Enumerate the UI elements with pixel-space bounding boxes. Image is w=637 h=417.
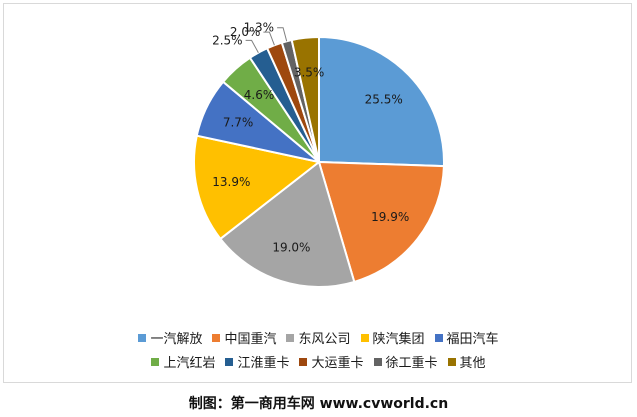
slice-label-0: 25.5% — [365, 92, 403, 106]
legend-row-2: 上汽红岩 江淮重卡 大运重卡 徐工重卡 其他 — [0, 352, 637, 371]
pie-slice-0 — [318, 35, 445, 168]
legend-item-1: 中国重汽 — [212, 328, 276, 347]
legend-label-4: 福田汽车 — [446, 332, 499, 347]
slice-labels: 25.5% 19.9% 19.0% 13.9% 7.7% 4.6% 2.5%2.0%1.3%… — [212, 21, 409, 255]
legend-label-0: 一汽解放 — [150, 332, 203, 347]
source-credit: 制图：第一商用车网 www.cvworld.cn — [188, 396, 449, 412]
legend-swatch-4 — [434, 333, 443, 342]
slice-label-3: 13.9% — [212, 175, 250, 189]
legend-label-8: 徐工重卡 — [385, 356, 438, 371]
legend-label-9: 其他 — [459, 356, 486, 371]
legend-item-9: 其他 — [447, 352, 486, 371]
slice-label-5: 4.6% — [244, 88, 275, 102]
legend-label-1: 中国重汽 — [224, 332, 277, 347]
legend-swatch-9 — [447, 357, 456, 366]
legend-item-4: 福田汽车 — [434, 328, 499, 347]
legend-item-7: 大运重卡 — [299, 352, 364, 371]
leader-lines — [245, 27, 288, 53]
leader-line-7 — [263, 31, 275, 46]
slice-label-7: 2.0% — [230, 25, 261, 39]
pie-slices — [193, 35, 445, 289]
slice-label-1: 19.9% — [371, 210, 409, 224]
leader-line-6 — [245, 39, 259, 53]
legend-swatch-3 — [360, 333, 369, 342]
legend-label-7: 大运重卡 — [311, 356, 364, 371]
legend-label-2: 东风公司 — [298, 332, 351, 347]
legend-swatch-2 — [286, 333, 295, 342]
legend-item-5: 上汽红岩 — [151, 352, 215, 371]
leader-line-8 — [277, 27, 288, 42]
legend-row-1: 一汽解放 中国重汽 东风公司 陕汽集团 福田汽车 — [0, 328, 637, 347]
slice-label-6: 2.5% — [212, 33, 243, 47]
pie-slice-9 — [290, 35, 320, 163]
pie-slice-1 — [317, 160, 445, 284]
legend-item-0: 一汽解放 — [138, 328, 202, 347]
legend-label-3: 陕汽集团 — [372, 332, 425, 347]
legend-swatch-8 — [373, 357, 382, 366]
legend-label-6: 江淮重卡 — [237, 356, 290, 371]
slice-label-4: 7.7% — [223, 116, 254, 130]
slice-label-9: 3.5% — [294, 66, 325, 80]
legend-swatch-6 — [225, 357, 234, 366]
legend-swatch-7 — [299, 357, 308, 366]
pie-slice-2 — [218, 160, 356, 289]
legend-swatch-0 — [138, 333, 147, 342]
legend-item-2: 东风公司 — [286, 328, 351, 347]
legend-swatch-1 — [212, 333, 221, 342]
legend-label-5: 上汽红岩 — [163, 356, 216, 371]
slice-label-8: 1.3% — [244, 21, 275, 35]
legend-item-3: 陕汽集团 — [360, 328, 425, 347]
pie-slice-3 — [193, 134, 322, 241]
legend-item-8: 徐工重卡 — [373, 352, 438, 371]
slice-label-2: 19.0% — [272, 241, 310, 255]
legend-item-6: 江淮重卡 — [225, 352, 289, 371]
legend-swatch-5 — [151, 357, 160, 366]
